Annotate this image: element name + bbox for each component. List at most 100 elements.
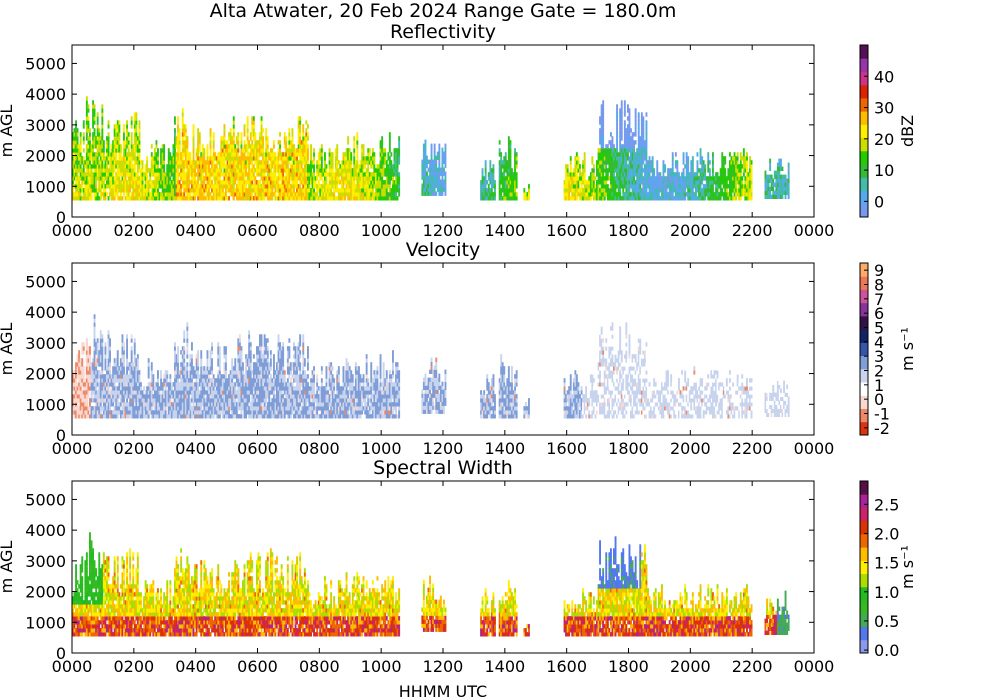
echo-cell xyxy=(342,184,345,189)
echo-cell xyxy=(707,156,710,161)
echo-cell xyxy=(568,196,571,201)
echo-cell xyxy=(611,184,614,189)
echo-cell xyxy=(379,164,382,169)
echo-cell xyxy=(620,148,623,153)
echo-cell xyxy=(78,156,81,161)
echo-cell xyxy=(514,196,516,201)
echo-cell xyxy=(269,180,272,185)
echo-cell xyxy=(575,156,578,161)
echo-cell xyxy=(695,184,697,189)
echo-cell xyxy=(362,148,365,153)
echo-cell xyxy=(596,160,598,165)
echo-cell xyxy=(605,144,608,149)
echo-cell xyxy=(610,176,612,181)
echo-cell xyxy=(79,148,82,153)
echo-cell xyxy=(155,180,158,185)
echo-cell xyxy=(92,148,94,153)
echo-cell xyxy=(489,168,492,173)
echo-cell xyxy=(146,196,149,201)
echo-cell xyxy=(441,171,444,176)
echo-cell xyxy=(211,188,213,193)
echo-cell xyxy=(750,164,753,169)
echo-cell xyxy=(181,144,184,149)
echo-cell xyxy=(579,188,581,193)
echo-cell xyxy=(133,156,136,161)
echo-cell xyxy=(625,176,628,181)
echo-cell xyxy=(708,160,711,165)
echo-cell xyxy=(347,136,350,141)
echo-cell xyxy=(141,172,144,177)
echo-cell xyxy=(772,178,775,183)
echo-cell xyxy=(155,184,158,189)
echo-cell xyxy=(746,164,748,169)
echo-cell xyxy=(101,176,104,181)
echo-cell xyxy=(180,164,183,169)
echo-cell xyxy=(670,168,673,173)
echo-cell xyxy=(79,378,82,383)
echo-cell xyxy=(356,188,359,193)
echo-cell xyxy=(118,144,121,149)
echo-cell xyxy=(623,128,626,133)
echo-cell xyxy=(194,168,196,173)
echo-cell xyxy=(724,176,727,181)
echo-cell xyxy=(696,152,699,157)
echo-cell xyxy=(354,160,357,165)
echo-cell xyxy=(166,180,169,185)
echo-cell xyxy=(237,168,240,173)
echo-cell xyxy=(174,140,176,145)
colorbar-swatch xyxy=(860,177,868,191)
echo-cell xyxy=(113,156,116,161)
echo-cell xyxy=(600,168,603,173)
echo-cell xyxy=(591,188,594,193)
echo-cell xyxy=(265,156,268,161)
echo-cell xyxy=(664,196,666,201)
echo-cell xyxy=(115,128,118,133)
echo-cell xyxy=(582,188,584,193)
echo-cell xyxy=(515,156,518,161)
echo-cell xyxy=(118,136,121,141)
echo-cell xyxy=(260,160,263,165)
echo-cell xyxy=(572,192,575,197)
echo-cell xyxy=(265,188,268,193)
echo-cell xyxy=(701,188,704,193)
echo-cell xyxy=(79,184,82,189)
echo-cell xyxy=(238,164,241,169)
echo-cell xyxy=(221,192,224,197)
echo-cell xyxy=(180,160,183,165)
echo-cell xyxy=(682,176,685,181)
echo-cell xyxy=(565,196,567,201)
echo-cell xyxy=(109,172,111,177)
echo-cell xyxy=(368,160,371,165)
echo-cell xyxy=(739,176,742,181)
echo-cell xyxy=(487,184,490,189)
echo-cell xyxy=(302,144,305,149)
echo-cell xyxy=(87,156,90,161)
echo-cell xyxy=(483,196,486,201)
echo-cell xyxy=(132,156,135,161)
echo-cell xyxy=(622,172,625,177)
echo-cell xyxy=(628,168,631,173)
echo-cell xyxy=(651,184,654,189)
echo-cell xyxy=(288,192,291,197)
echo-cell xyxy=(602,120,605,125)
echo-cell xyxy=(432,187,435,192)
echo-cell xyxy=(637,160,640,165)
echo-cell xyxy=(319,152,322,157)
echo-cell xyxy=(288,136,291,141)
echo-cell xyxy=(238,188,241,193)
echo-cell xyxy=(217,156,220,161)
echo-cell xyxy=(507,176,510,181)
echo-cell xyxy=(599,172,601,177)
echo-cell xyxy=(178,136,181,141)
echo-cell xyxy=(220,172,223,177)
echo-cell xyxy=(228,152,230,157)
echo-cell xyxy=(636,152,639,157)
echo-cell xyxy=(634,116,637,121)
echo-cell xyxy=(234,148,237,153)
echo-cell xyxy=(169,160,172,165)
echo-cell xyxy=(73,168,76,173)
echo-cell xyxy=(240,192,243,197)
echo-cell xyxy=(79,358,82,363)
echo-cell xyxy=(637,136,640,141)
